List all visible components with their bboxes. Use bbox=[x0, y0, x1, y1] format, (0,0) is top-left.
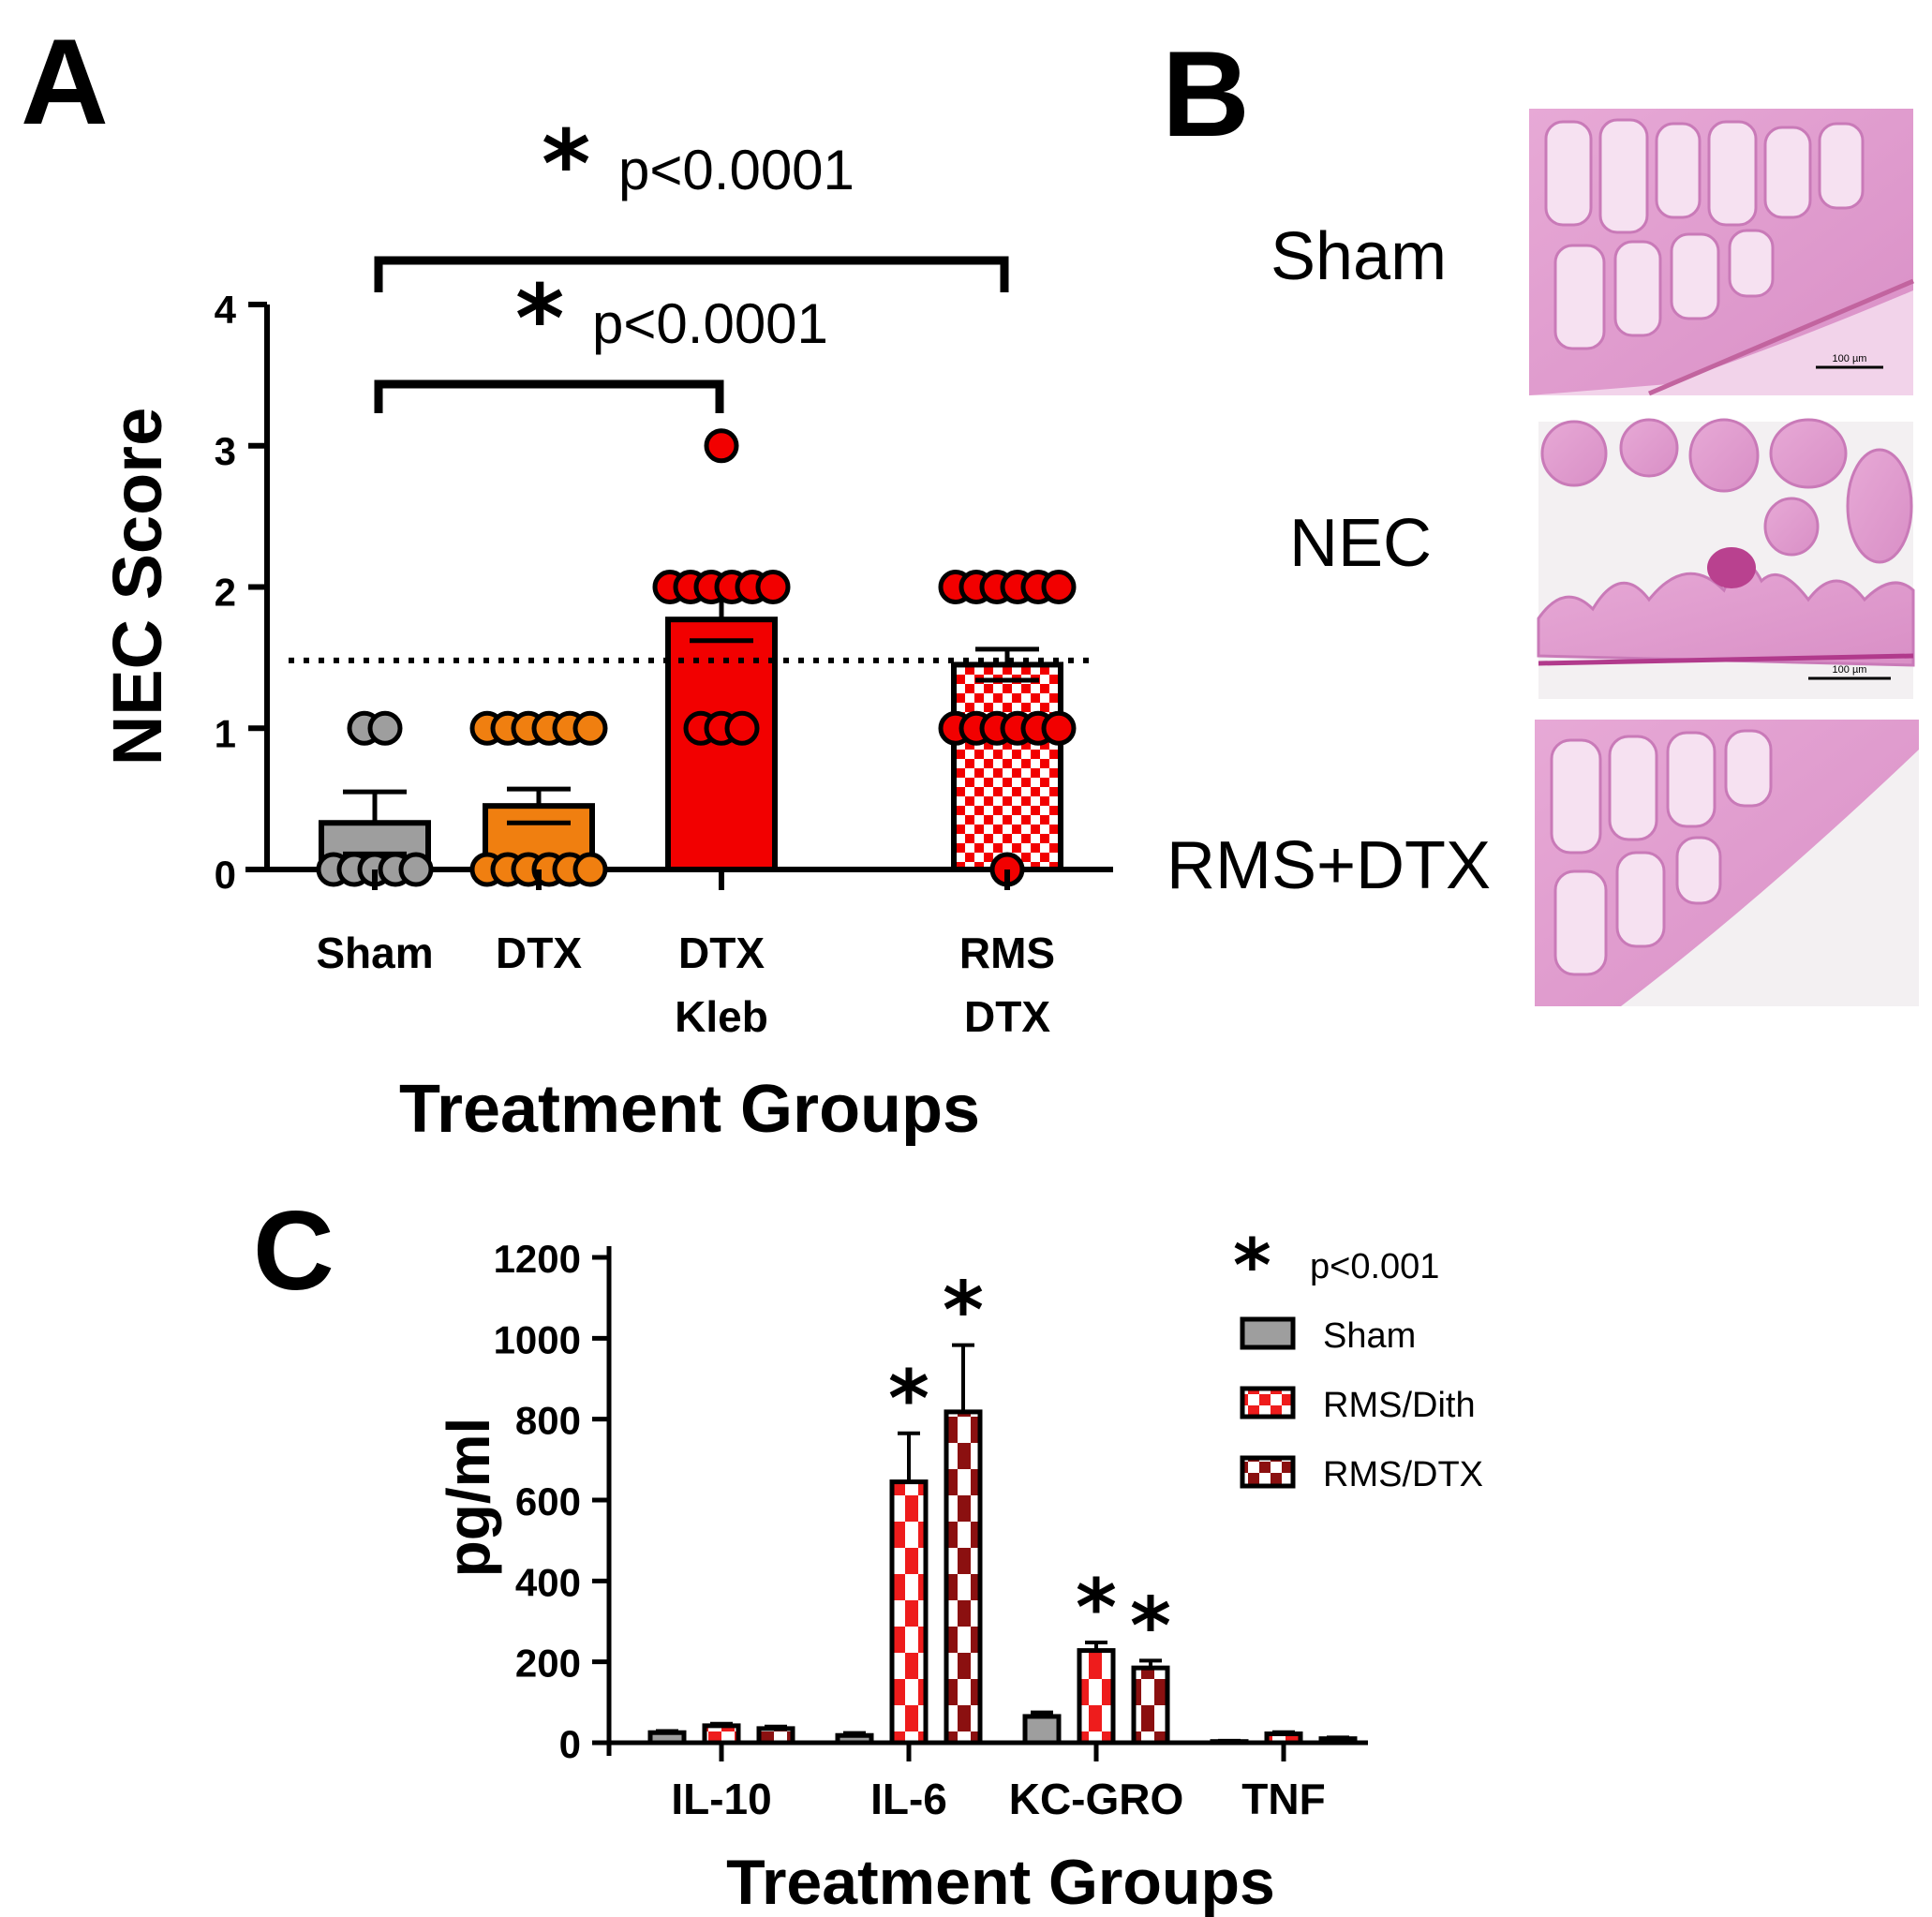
bar-kc-gro-rms-dtx bbox=[1131, 1665, 1170, 1746]
panel-a: A * p<0.0001 * p<0.0001 0 1 2 3 4 Sham DTX DTX… bbox=[21, 13, 1113, 1147]
scale-bar-label-sham: 100 µm bbox=[1833, 353, 1867, 364]
x-tick-label: IL-6 bbox=[870, 1775, 947, 1823]
data-point bbox=[572, 710, 608, 746]
scale-bar-label-nec: 100 µm bbox=[1833, 664, 1867, 676]
legend-label-rms-dith: RMS/Dith bbox=[1323, 1386, 1476, 1425]
significance-label-inner: p<0.0001 bbox=[592, 292, 828, 355]
panel-a-letter: A bbox=[21, 13, 109, 150]
x-tick-label: Kleb bbox=[675, 992, 768, 1041]
y-axis-ticks: 0 1 2 3 4 bbox=[215, 288, 267, 897]
significance-star-outer: * bbox=[542, 110, 590, 219]
y-axis-title-c: pg/ml bbox=[435, 1418, 502, 1578]
y-tick-label: 1000 bbox=[494, 1317, 581, 1361]
x-axis-title-c: Treatment Groups bbox=[726, 1847, 1275, 1917]
y-tick-label: 1200 bbox=[494, 1237, 581, 1281]
y-tick-label: 1 bbox=[215, 711, 236, 755]
data-points bbox=[316, 428, 1077, 887]
y-tick-label: 400 bbox=[515, 1560, 581, 1604]
bar-il-6-sham bbox=[835, 1732, 874, 1746]
x-tick-label: RMS bbox=[959, 929, 1055, 977]
legend-c: * p<0.001 Sham RMS/Dith RMS/DTX bbox=[1233, 1225, 1483, 1494]
data-point bbox=[367, 710, 403, 746]
y-tick-label: 0 bbox=[559, 1722, 581, 1766]
histology-label-nec: NEC bbox=[1289, 506, 1432, 581]
data-point bbox=[1041, 570, 1077, 604]
histology-image-rms-dtx bbox=[1535, 720, 1919, 1006]
bar-il-6-rms-dtx bbox=[944, 1409, 983, 1746]
significance-star: * bbox=[1130, 1580, 1171, 1672]
significance-label-outer: p<0.0001 bbox=[618, 139, 855, 201]
data-point bbox=[1041, 710, 1077, 746]
significance-star: * bbox=[943, 1265, 984, 1357]
legend-star-label: p<0.001 bbox=[1310, 1247, 1439, 1286]
error-bars-c bbox=[656, 1343, 1349, 1743]
histology-label-rms-dtx: RMS+DTX bbox=[1167, 828, 1491, 903]
y-tick-label: 2 bbox=[215, 571, 236, 615]
significance-star: * bbox=[888, 1353, 929, 1445]
y-axis-title: NEC Score bbox=[98, 408, 176, 765]
data-point bbox=[704, 428, 739, 464]
significance-star: * bbox=[1076, 1562, 1117, 1654]
legend-label-rms-dtx: RMS/DTX bbox=[1323, 1455, 1483, 1494]
histology-image-nec: 100 µm bbox=[1537, 418, 1915, 699]
significance-bracket-inner: * p<0.0001 bbox=[374, 264, 828, 413]
bar-tnf-rms-dith bbox=[1264, 1731, 1303, 1746]
bar-il-6-rms-dith bbox=[889, 1479, 929, 1746]
legend-swatch-rms-dtx bbox=[1240, 1455, 1296, 1489]
bar-kc-gro-sham bbox=[1022, 1714, 1062, 1746]
x-tick-label: TNF bbox=[1241, 1775, 1325, 1823]
legend-label-sham: Sham bbox=[1323, 1316, 1416, 1356]
bar-rms-dtx bbox=[951, 661, 1063, 872]
y-tick-label: 0 bbox=[215, 853, 236, 897]
data-point bbox=[724, 710, 760, 746]
x-axis-categories: Sham DTX DTX Kleb RMS DTX bbox=[316, 869, 1055, 1041]
legend-swatch-sham bbox=[1240, 1316, 1296, 1350]
x-tick-label: DTX bbox=[964, 992, 1050, 1041]
y-tick-label: 200 bbox=[515, 1642, 581, 1686]
x-axis-title: Treatment Groups bbox=[399, 1072, 980, 1147]
y-axis-ticks-c: 0 200 400 600 800 1000 1200 bbox=[494, 1237, 609, 1766]
histology-image-sham: 100 µm bbox=[1529, 109, 1914, 396]
panel-b: B Sham NEC RMS+DTX 100 µm bbox=[1162, 25, 1919, 1006]
x-tick-label: DTX bbox=[496, 929, 582, 977]
data-point bbox=[572, 852, 608, 887]
y-tick-label: 4 bbox=[215, 288, 237, 332]
significance-star-inner: * bbox=[515, 264, 564, 374]
x-tick-label: DTX bbox=[678, 929, 765, 977]
bar-il-10-rms-dith bbox=[702, 1723, 741, 1746]
data-point bbox=[755, 570, 791, 604]
significance-bracket-outer: * p<0.0001 bbox=[374, 110, 1009, 292]
panel-c-letter: C bbox=[253, 1188, 334, 1314]
x-tick-label: KC-GRO bbox=[1009, 1775, 1184, 1823]
x-axis-categories-c: IL-10 IL-6 KC-GRO TNF bbox=[671, 1743, 1326, 1823]
x-tick-label: IL-10 bbox=[671, 1775, 771, 1823]
y-tick-label: 600 bbox=[515, 1479, 581, 1523]
legend-star: * bbox=[1233, 1225, 1271, 1309]
y-tick-label: 3 bbox=[215, 429, 236, 473]
x-tick-label: Sham bbox=[316, 929, 433, 977]
bar-il-10-sham bbox=[647, 1730, 687, 1746]
legend-swatch-rms-dith bbox=[1240, 1386, 1296, 1419]
data-point bbox=[398, 852, 434, 887]
histology-label-sham: Sham bbox=[1271, 219, 1447, 294]
panel-b-letter: B bbox=[1162, 25, 1250, 162]
y-tick-label: 800 bbox=[515, 1399, 581, 1443]
bar-il-10-rms-dtx bbox=[756, 1726, 795, 1746]
significance-stars-c: *** * bbox=[888, 1265, 1171, 1672]
bar-kc-gro-rms-dith bbox=[1077, 1648, 1116, 1746]
